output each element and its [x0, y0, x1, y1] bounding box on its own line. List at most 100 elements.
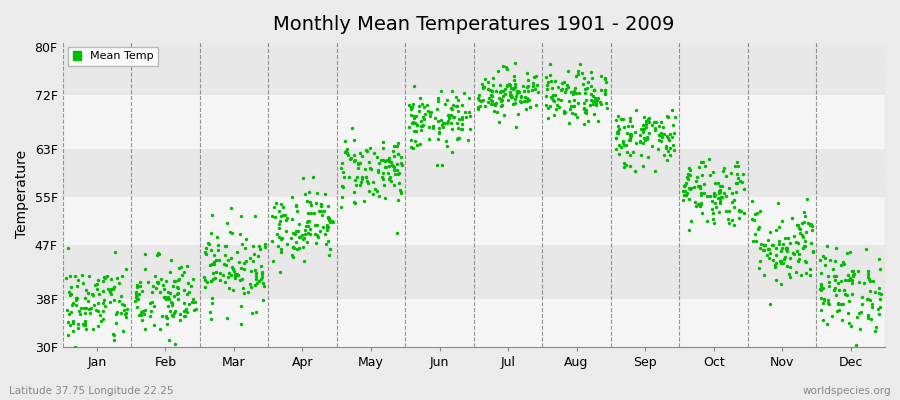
Point	[436, 120, 450, 126]
Point	[584, 82, 598, 89]
Point	[158, 296, 173, 303]
Point	[71, 321, 86, 327]
Point	[180, 262, 194, 269]
Point	[610, 129, 625, 136]
Point	[779, 245, 794, 252]
Point	[96, 297, 111, 304]
Point	[109, 320, 123, 326]
Point	[860, 296, 875, 302]
Point	[712, 188, 726, 194]
Point	[244, 284, 258, 290]
Point	[543, 102, 557, 109]
Point	[787, 233, 801, 240]
Point	[159, 313, 174, 320]
Point	[406, 145, 420, 151]
Point	[353, 150, 367, 156]
Point	[864, 316, 878, 322]
Point	[238, 290, 252, 297]
Point	[170, 291, 184, 297]
Point	[307, 210, 321, 216]
Point	[87, 302, 102, 308]
Point	[680, 171, 695, 177]
Point	[481, 98, 495, 105]
Point	[68, 273, 82, 280]
Point	[829, 292, 843, 298]
Point	[378, 164, 392, 170]
Point	[694, 200, 708, 206]
Point	[390, 167, 404, 174]
Point	[235, 241, 249, 247]
Point	[813, 257, 827, 263]
Point	[611, 142, 625, 148]
Point	[106, 332, 121, 338]
Point	[682, 164, 697, 171]
Point	[778, 253, 792, 260]
Point	[796, 219, 811, 226]
Point	[336, 169, 350, 176]
Point	[182, 300, 196, 307]
Point	[572, 70, 586, 77]
Point	[383, 178, 398, 184]
Point	[637, 134, 652, 141]
Point	[413, 141, 428, 147]
Point	[163, 290, 177, 296]
Point	[320, 238, 335, 244]
Point	[436, 122, 450, 128]
Point	[724, 170, 738, 176]
Point	[354, 178, 368, 185]
Point	[796, 243, 811, 250]
Point	[81, 272, 95, 279]
Point	[828, 277, 842, 284]
Point	[384, 159, 399, 166]
Point	[320, 222, 335, 228]
Point	[769, 276, 783, 283]
Point	[829, 272, 843, 279]
Point	[392, 171, 406, 177]
Point	[256, 280, 270, 286]
Point	[108, 248, 122, 255]
Point	[442, 114, 456, 121]
Point	[309, 240, 323, 247]
Point	[506, 101, 520, 107]
Point	[694, 159, 708, 166]
Point	[149, 285, 164, 291]
Point	[251, 252, 266, 259]
Point	[610, 129, 625, 135]
Point	[487, 108, 501, 114]
Point	[554, 97, 569, 103]
Point	[546, 98, 561, 104]
Point	[859, 245, 873, 252]
Point	[387, 153, 401, 160]
Point	[429, 162, 444, 168]
Point	[577, 106, 591, 112]
Point	[508, 80, 522, 87]
Point	[62, 273, 77, 279]
Point	[382, 163, 397, 170]
Point	[640, 133, 654, 140]
Point	[586, 87, 600, 94]
Point	[150, 250, 165, 256]
Point	[171, 265, 185, 271]
Point	[760, 246, 775, 252]
Point	[179, 306, 194, 312]
Point	[785, 215, 799, 222]
Point	[519, 97, 534, 104]
Point	[580, 106, 594, 113]
Point	[203, 247, 218, 253]
Point	[316, 224, 330, 230]
Point	[207, 252, 221, 258]
Point	[520, 88, 535, 95]
Point	[500, 82, 514, 88]
Point	[313, 228, 328, 234]
Point	[82, 306, 96, 313]
Point	[688, 202, 703, 209]
Point	[584, 91, 598, 98]
Point	[295, 175, 310, 181]
Point	[408, 120, 422, 126]
Point	[274, 246, 288, 252]
Point	[616, 124, 631, 130]
Point	[558, 89, 572, 96]
Point	[786, 250, 800, 256]
Point	[690, 174, 705, 180]
Point	[151, 280, 166, 286]
